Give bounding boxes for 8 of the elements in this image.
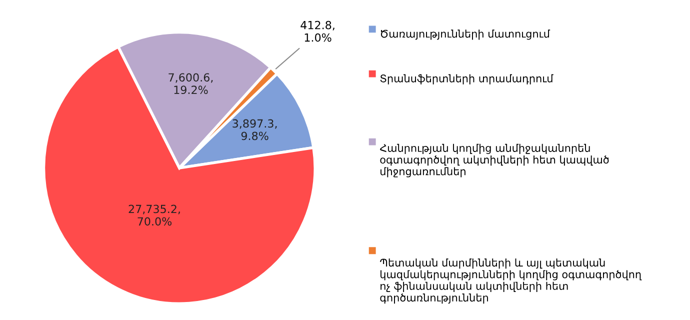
legend-label: Պետական մարմինների և այլ պետական կազմակերպությունների կողմից օգտագործվող ոչ ֆինանսական ակտիվների հետ գործառնություններ	[380, 258, 642, 304]
data-label: 3,897.3, 9.8%	[232, 119, 277, 140]
data-label: 27,735.2, 70.0%	[128, 204, 180, 226]
legend-label: Հանրության կողմից անմիջականորեն օգտագործվող ակտիվների հետ կապված միջոցառումներ	[380, 144, 609, 178]
data-label: 412.8, 1.0%	[300, 20, 334, 42]
data-label: 7,600.6, 19.2%	[168, 73, 213, 94]
legend-label: Ծառայությունների մատուցում	[380, 30, 550, 40]
legend-label: Տրանսֆերտների տրամադրում	[380, 74, 554, 84]
